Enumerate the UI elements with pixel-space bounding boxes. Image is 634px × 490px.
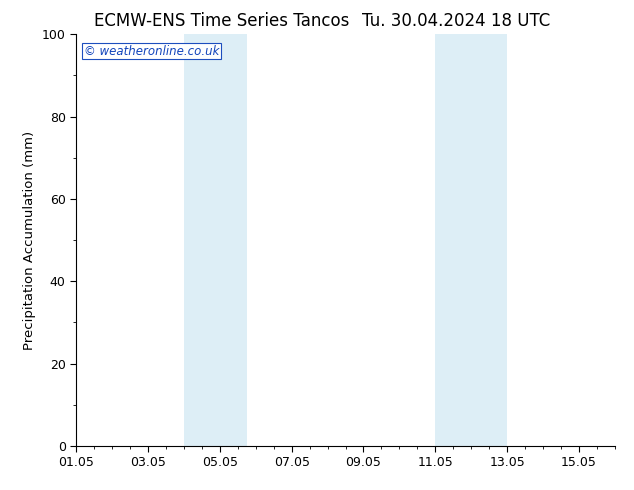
Y-axis label: Precipitation Accumulation (mm): Precipitation Accumulation (mm) [23, 130, 36, 350]
Bar [184, 34, 247, 446]
Bar [436, 34, 507, 446]
Text: ECMW-ENS Time Series Tancos: ECMW-ENS Time Series Tancos [94, 12, 349, 30]
Text: Tu. 30.04.2024 18 UTC: Tu. 30.04.2024 18 UTC [363, 12, 550, 30]
Text: © weatheronline.co.uk: © weatheronline.co.uk [84, 45, 219, 58]
